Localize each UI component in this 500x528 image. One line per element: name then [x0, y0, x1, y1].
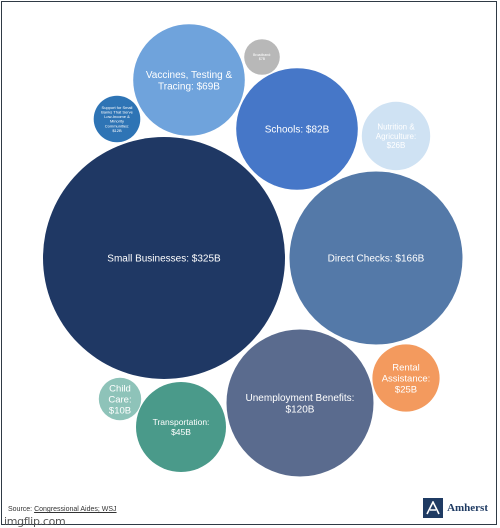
bubble-small-businesses: Small Businesses: $325B — [43, 137, 285, 379]
bubble-circle-transportation — [136, 382, 226, 472]
bubble-rental-assistance: Rental Assistance: $25B — [372, 344, 440, 412]
bubble-label-rental-assistance: Rental Assistance: $25B — [382, 362, 431, 395]
bubble-vaccines-testing-tracing: Vaccines, Testing & Tracing: $69B — [133, 24, 245, 136]
bubble-broadband: Broadband: $7B — [244, 39, 280, 75]
source-prefix: Source: — [8, 506, 35, 513]
amherst-logo-icon — [423, 498, 444, 518]
bubble-circle-child-care — [98, 377, 142, 421]
bubble-label-transportation: Transportation: $45B — [153, 417, 210, 437]
brand-name: Amherst — [447, 502, 488, 514]
bubble-nutrition-agriculture: Nutrition & Agriculture: $26B — [361, 101, 431, 171]
bubble-circle-nutrition-agriculture — [361, 101, 431, 171]
bubble-label-support-for-small-banks-that-serve-low-income-minority-communities: Support for Small Banks That Serve Low-Inc… — [101, 105, 133, 133]
source-link[interactable]: Congressional Aides; WSJ — [34, 506, 117, 513]
brand: Amherst — [423, 498, 488, 518]
bubble-label-nutrition-agriculture: Nutrition & Agriculture: $26B — [376, 123, 416, 150]
bubble-transportation: Transportation: $45B — [136, 382, 226, 472]
bubble-circle-vaccines-testing-tracing — [133, 24, 245, 136]
bubble-unemployment-benefits: Unemployment Benefits: $120B — [226, 329, 374, 477]
bubble-support-for-small-banks-that-serve-low-income-minority-communities: Support for Small Banks That Serve Low-Inc… — [93, 95, 141, 143]
watermark: imgflip.com — [4, 515, 66, 528]
source-note: Source: Congressional Aides; WSJ — [8, 506, 117, 513]
bubble-circle-broadband — [244, 39, 280, 75]
bubble-label-broadband: Broadband: $7B — [253, 53, 271, 61]
bubble-label-schools: Schools: $82B — [265, 125, 330, 136]
bubble-label-unemployment-benefits: Unemployment Benefits: $120B — [246, 393, 355, 416]
bubble-direct-checks: Direct Checks: $166B — [289, 171, 463, 345]
bubble-circle-direct-checks — [289, 171, 463, 345]
bubble-circle-rental-assistance — [372, 344, 440, 412]
bubble-schools: Schools: $82B — [236, 68, 358, 190]
bubble-child-care: Child Care: $10B — [98, 377, 142, 421]
bubble-label-small-businesses: Small Businesses: $325B — [107, 254, 221, 265]
bubble-label-child-care: Child Care: $10B — [108, 383, 131, 416]
bubble-circle-schools — [236, 68, 358, 190]
bubble-label-direct-checks: Direct Checks: $166B — [328, 254, 425, 265]
bubble-circle-small-businesses — [43, 137, 285, 379]
bubble-circle-unemployment-benefits — [226, 329, 374, 477]
bubble-label-vaccines-testing-tracing: Vaccines, Testing & Tracing: $69B — [146, 70, 233, 93]
bubble-circle-support-for-small-banks-that-serve-low-income-minority-communities — [93, 95, 141, 143]
